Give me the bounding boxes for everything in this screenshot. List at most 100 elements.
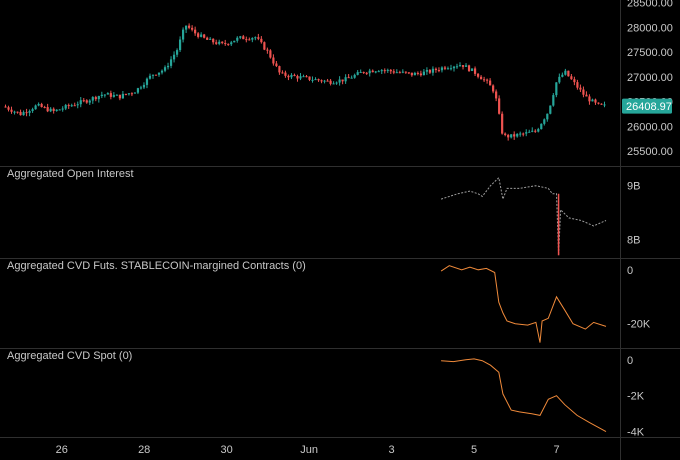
candle-body — [7, 107, 10, 110]
candle — [332, 81, 335, 85]
candle-body — [404, 71, 407, 73]
candle-body — [109, 93, 112, 97]
candle-body — [275, 63, 278, 67]
candle-body — [516, 133, 519, 137]
candle-body — [31, 109, 34, 112]
candle — [458, 62, 462, 67]
candle-body — [380, 70, 383, 72]
candle-body — [428, 70, 432, 73]
candle-body — [311, 79, 314, 81]
candle — [97, 95, 100, 103]
candle — [178, 36, 182, 52]
candle — [191, 25, 194, 32]
candle-body — [106, 93, 109, 95]
candle-body — [537, 129, 540, 132]
candle — [308, 76, 311, 82]
price-pane[interactable]: 25500.0026000.0026500.0027000.0027500.00… — [4, 0, 673, 158]
candle-body — [103, 94, 106, 96]
candle-body — [181, 29, 185, 40]
candle — [37, 102, 40, 107]
candle-body — [603, 104, 606, 106]
price-tick-label: 27500.00 — [627, 47, 673, 59]
candle — [567, 70, 570, 77]
candle-body — [212, 38, 215, 43]
candle — [495, 89, 498, 102]
candle — [377, 70, 380, 73]
candle — [209, 37, 212, 40]
candle — [594, 98, 597, 105]
candle — [555, 82, 558, 98]
candle — [597, 102, 600, 105]
candle — [350, 75, 353, 79]
candle-body — [398, 72, 401, 74]
candle-body — [458, 65, 462, 67]
candle-body — [470, 68, 474, 71]
candle-body — [579, 87, 582, 90]
candle-body — [323, 80, 326, 82]
candle-body — [133, 92, 137, 94]
candle — [344, 74, 347, 84]
candle — [194, 26, 197, 36]
candle — [239, 35, 242, 40]
candle — [437, 67, 441, 73]
candle-body — [437, 70, 441, 72]
candle-body — [479, 76, 483, 80]
candle-body — [200, 34, 203, 37]
candle — [489, 78, 492, 86]
time-tick-label: 30 — [221, 444, 233, 456]
candle — [103, 94, 106, 98]
candle — [473, 66, 477, 76]
candle — [558, 73, 561, 84]
open-interest-pane[interactable]: Aggregated Open Interest 8B 9B — [7, 168, 640, 256]
candle — [4, 104, 7, 108]
candle — [470, 68, 474, 72]
candle — [359, 69, 362, 73]
candle-body — [473, 68, 477, 74]
candle-body — [46, 107, 49, 112]
candle — [449, 64, 453, 71]
candle — [49, 107, 52, 113]
candle — [341, 79, 344, 85]
candle-body — [558, 76, 561, 83]
candle — [434, 67, 438, 73]
candle-body — [552, 95, 555, 106]
candle-body — [410, 72, 413, 76]
candle — [398, 70, 401, 74]
candle-body — [305, 76, 308, 78]
candle-body — [501, 113, 504, 134]
candle — [389, 69, 392, 74]
candle — [293, 73, 296, 77]
cvd-futures-pane[interactable]: Aggregated CVD Futs. STABLECOIN-margined… — [7, 260, 651, 343]
candle-body — [160, 70, 164, 73]
candle-body — [230, 42, 233, 45]
candle-body — [49, 108, 52, 112]
candle — [552, 93, 555, 107]
time-axis[interactable]: 26 28 30 Jun 3 5 7 — [56, 444, 560, 456]
candle — [166, 62, 170, 70]
candle-body — [452, 66, 456, 69]
candle — [212, 38, 215, 45]
candle-body — [341, 79, 344, 82]
candle-body — [91, 97, 94, 101]
candle — [461, 65, 465, 70]
candle — [498, 95, 501, 115]
candle-body — [52, 108, 55, 111]
cvd-spot-pane[interactable]: Aggregated CVD Spot (0) 0 -2K -4K — [7, 350, 645, 439]
candle-body — [510, 134, 513, 138]
candle-body — [425, 70, 429, 72]
candle — [452, 65, 456, 72]
open-interest-series — [440, 176, 607, 256]
candle — [112, 92, 115, 98]
candle — [61, 106, 64, 112]
candle — [88, 99, 91, 105]
candle-body — [254, 37, 257, 39]
candle — [181, 27, 185, 43]
price-tick-label: 28000.00 — [627, 22, 673, 34]
candle — [203, 33, 206, 39]
candle — [401, 69, 404, 74]
candle — [323, 79, 326, 84]
candle-body — [215, 42, 218, 44]
candle — [142, 82, 146, 90]
time-tick-label: Jun — [300, 444, 318, 456]
candle-body — [64, 105, 67, 109]
